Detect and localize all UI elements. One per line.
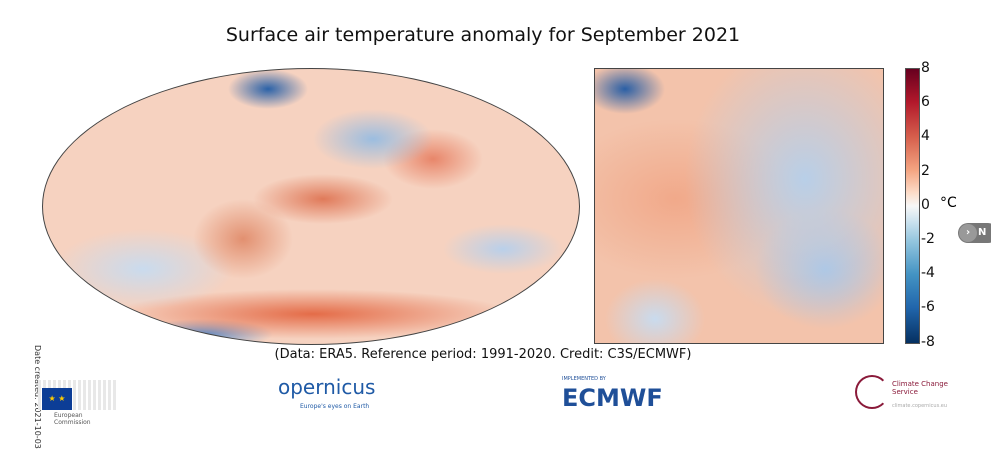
- eu-label: European Commission: [54, 412, 91, 426]
- caption: (Data: ERA5. Reference period: 1991-2020…: [274, 347, 692, 362]
- colorbar-tick: -8: [921, 333, 935, 350]
- c3s-thermometer-icon: [855, 375, 889, 409]
- colorbar-unit: °C: [940, 195, 957, 211]
- europe-anomaly-map: [594, 68, 884, 344]
- colorbar-tick: -2: [921, 231, 935, 247]
- chevron-right-icon: ›: [959, 224, 977, 242]
- colorbar-tick: 2: [921, 162, 930, 179]
- ecmwf-logo: ECMWF: [562, 384, 663, 412]
- colorbar-tick: 8: [921, 60, 930, 76]
- colorbar-tick: -4: [921, 265, 935, 282]
- next-button[interactable]: › N: [958, 223, 991, 243]
- colorbar-tick: 6: [921, 94, 930, 111]
- global-anomaly-map: [42, 68, 580, 345]
- eu-logo: ★ ★: [38, 380, 116, 410]
- eu-flag-icon: ★ ★: [42, 388, 72, 410]
- c3s-url: climate.copernicus.eu: [892, 403, 948, 409]
- c3s-logo: Climate Change Service: [892, 380, 948, 396]
- copernicus-tagline: Europe's eyes on Earth: [300, 403, 370, 410]
- colorbar-tick: 4: [921, 128, 930, 145]
- colorbar: [905, 68, 920, 344]
- colorbar-tick: -6: [921, 299, 935, 316]
- copernicus-logo: opernicus: [278, 375, 376, 399]
- next-label: N: [978, 227, 987, 238]
- ecmwf-implemented-by: IMPLEMENTED BY: [562, 376, 606, 382]
- chart-title: Surface air temperature anomaly for Sept…: [225, 24, 741, 46]
- colorbar-tick: 0: [921, 196, 930, 213]
